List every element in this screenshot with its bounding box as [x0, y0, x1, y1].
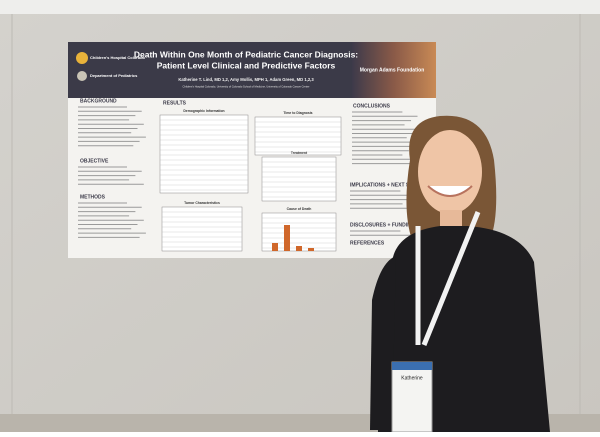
section-heading: DISCLOSURES + FUNDING [350, 222, 415, 228]
left-arm [370, 256, 396, 430]
table-title: Time to Diagnosis [283, 111, 312, 115]
name-badge [391, 361, 433, 433]
logo-text: Children's Hospital Colorado [90, 55, 146, 60]
table-title: Cause of Death [287, 207, 312, 211]
badge-band [392, 362, 432, 370]
logo-icon [77, 71, 87, 81]
poster: Death Within One Month of Pediatric Canc… [68, 42, 436, 258]
poster-title: Death Within One Month of Pediatric Canc… [134, 49, 358, 59]
logo-text: Morgan Adams Foundation [360, 67, 425, 73]
table [161, 206, 243, 252]
graphic-bar [296, 246, 302, 251]
table-title: Treatment [291, 151, 308, 155]
logo-text: Department of Pediatrics [90, 73, 138, 78]
table [254, 116, 342, 156]
poster-authors: Katherine T. Lind, MD 1,2, Amy Mollis, M… [178, 77, 314, 82]
table [159, 114, 249, 194]
badge-name: Katherine [401, 375, 423, 381]
section-heading: METHODS [80, 194, 106, 200]
section-heading: IMPLICATIONS + NEXT STEPS [350, 182, 423, 188]
ceiling [0, 0, 600, 14]
header-image [352, 42, 436, 98]
section-heading: RESULTS [163, 100, 187, 106]
poster-title: Patient Level Clinical and Predictive Fa… [157, 60, 336, 70]
logo-icon [76, 52, 88, 64]
person: Katherine [370, 115, 550, 433]
graphic-bar [284, 225, 290, 251]
table [261, 156, 337, 202]
section-heading: CONCLUSIONS [353, 103, 391, 109]
section-heading: REFERENCES [350, 240, 385, 246]
poster-body: Death Within One Month of Pediatric Canc… [78, 49, 425, 252]
lanyard [415, 211, 481, 346]
section-heading: BACKGROUND [80, 98, 117, 104]
graphic-bar [272, 243, 278, 251]
smile [427, 185, 473, 197]
table-title: Demographic Information [183, 109, 224, 113]
table-title: Tumor Characteristics [184, 201, 220, 205]
section-heading: OBJECTIVE [80, 158, 109, 164]
poster-affiliations: Children's Hospital Colorado, University… [183, 85, 310, 89]
face [418, 130, 482, 214]
graphic-bar [308, 248, 314, 251]
